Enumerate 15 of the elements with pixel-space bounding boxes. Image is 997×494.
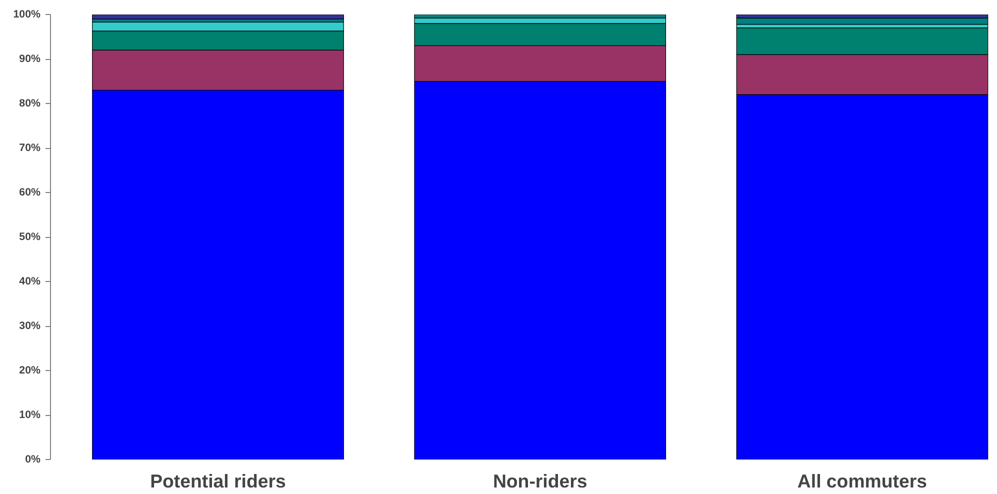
y-tick-label: 0% bbox=[25, 454, 42, 466]
y-tick-label: 20% bbox=[19, 364, 42, 376]
y-tick-label: 70% bbox=[19, 142, 42, 154]
y-tick-label: 100% bbox=[13, 8, 42, 20]
x-tick-label: Non-riders bbox=[492, 470, 588, 492]
x-tick-label: All commuters bbox=[797, 470, 928, 492]
x-tick-label: Potential riders bbox=[150, 470, 286, 492]
y-tick-label: 90% bbox=[19, 53, 42, 65]
y-tick-label: 50% bbox=[19, 231, 42, 243]
y-tick-label: 60% bbox=[19, 186, 42, 198]
y-tick-label: 80% bbox=[19, 98, 42, 110]
bar bbox=[92, 14, 344, 20]
y-tick-label: 40% bbox=[19, 276, 42, 288]
y-tick-label: 10% bbox=[19, 409, 42, 421]
y-tick-label: 30% bbox=[19, 320, 42, 332]
